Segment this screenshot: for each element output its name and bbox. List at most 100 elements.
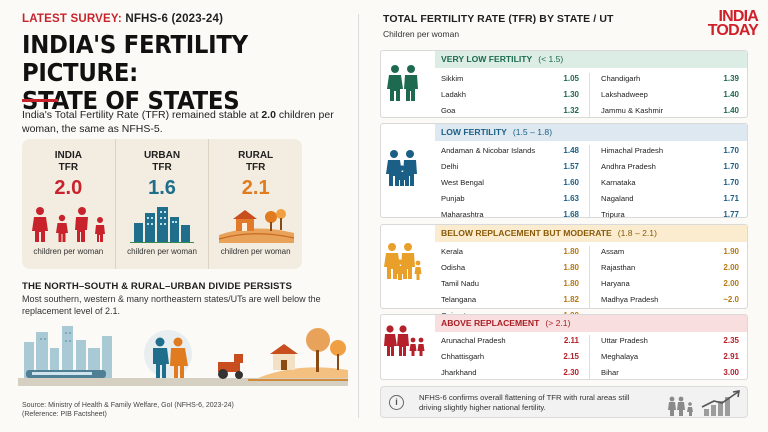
table-row: Odisha 1.80 bbox=[441, 260, 579, 276]
table-row: Nagaland 1.71 bbox=[601, 191, 739, 207]
table-row: Andhra Pradesh 1.70 bbox=[601, 159, 739, 175]
state-tfr-value: 2.15 bbox=[563, 352, 579, 361]
family-icon bbox=[381, 124, 425, 217]
intro-bold: 2.0 bbox=[261, 109, 276, 121]
table-row: Uttar Pradesh 2.35 bbox=[601, 333, 739, 349]
table-row: Delhi 1.57 bbox=[441, 159, 579, 175]
india-today-logo: INDIA TODAY bbox=[696, 8, 759, 39]
table-row: Bihar 3.00 bbox=[601, 365, 739, 381]
state-tfr-value: 1.80 bbox=[563, 279, 579, 288]
state-name: Lakshadweep bbox=[601, 90, 648, 99]
state-name: Tripura bbox=[601, 210, 625, 219]
table-row: Rajasthan 2.00 bbox=[601, 260, 739, 276]
table-row: Meghalaya 2.91 bbox=[601, 349, 739, 365]
panel-header: ABOVE REPLACEMENT (> 2.1) bbox=[435, 315, 747, 332]
rural-house-icon bbox=[209, 205, 302, 243]
table-row: Jammu & Kashmir 1.40 bbox=[601, 103, 739, 119]
tfr-rural-label-2: TFR bbox=[245, 162, 266, 173]
source-line-1: Source: Ministry of Health & Family Welf… bbox=[22, 402, 234, 409]
tfr-rural-unit: children per woman bbox=[220, 247, 291, 256]
state-name: Arunachal Pradesh bbox=[441, 336, 506, 345]
state-name: Maharashtra bbox=[441, 210, 484, 219]
state-tfr-value: 2.35 bbox=[723, 336, 739, 345]
summary-note: i NFHS-6 confirms overall flattening of … bbox=[380, 386, 748, 418]
panel-range: (1.8 – 2.1) bbox=[617, 228, 657, 238]
tfr-summary-card: INDIA TFR 2.0 children per woman URBAN TFR… bbox=[22, 139, 302, 269]
state-tfr-value: ~2.0 bbox=[723, 295, 739, 304]
state-tfr-value: 1.63 bbox=[563, 194, 579, 203]
logo-line-1: INDIA bbox=[718, 8, 758, 25]
state-name: Meghalaya bbox=[601, 352, 639, 361]
state-tfr-value: 2.00 bbox=[723, 263, 739, 272]
table-row: Kerala 1.80 bbox=[441, 244, 579, 260]
state-tfr-value: 1.70 bbox=[723, 162, 739, 171]
table-row: Himachal Pradesh 1.70 bbox=[601, 143, 739, 159]
title-underline bbox=[22, 99, 58, 102]
intro-post: children per woman, the same as NFHS-5. bbox=[22, 109, 334, 135]
tfr-india-label-1: INDIA bbox=[54, 150, 82, 161]
family-icon bbox=[381, 225, 425, 308]
table-row: Sikkim 1.05 bbox=[441, 71, 579, 87]
table-row: Maharashtra 1.68 bbox=[441, 207, 579, 223]
panel-above-replacement: ABOVE REPLACEMENT (> 2.1) Arunachal Prade… bbox=[380, 314, 748, 380]
panel-rows: Kerala 1.80 Odisha 1.80 Tamil Nadu 1.80 Telang… bbox=[441, 244, 741, 320]
state-tfr-value: 2.11 bbox=[563, 336, 579, 345]
state-tfr-value: 1.57 bbox=[563, 162, 579, 171]
source-line-2: (Reference: PIB Factsheet) bbox=[22, 411, 107, 418]
tfr-urban-label: URBAN TFR bbox=[116, 150, 209, 174]
page-title: INDIA'S FERTILITY PICTURE: STATE OF STAT… bbox=[22, 31, 348, 115]
state-name: Rajasthan bbox=[601, 263, 636, 272]
tfr-urban-value: 1.6 bbox=[148, 177, 176, 199]
panel-range: (> 2.1) bbox=[545, 318, 571, 328]
state-tfr-value: 1.48 bbox=[563, 146, 579, 155]
tfr-india-label-2: TFR bbox=[58, 162, 79, 173]
tfr-rural-value: 2.1 bbox=[241, 177, 270, 199]
table-row: Haryana 2.00 bbox=[601, 276, 739, 292]
panel-header: LOW FERTILITY (1.5 – 1.8) bbox=[435, 124, 747, 141]
state-name: Chhattisgarh bbox=[441, 352, 485, 361]
panel-col-left: Kerala 1.80 Odisha 1.80 Tamil Nadu 1.80 Telang… bbox=[441, 244, 579, 324]
panel-very-low-fertility: VERY LOW FERTILITY (< 1.5) Sikkim 1.05 Lada… bbox=[380, 50, 748, 118]
family-icon bbox=[381, 51, 425, 117]
state-tfr-value: 1.82 bbox=[563, 295, 579, 304]
table-row: Andaman & Nicobar Islands 1.48 bbox=[441, 143, 579, 159]
divide-heading: THE NORTH–SOUTH & RURAL–URBAN DIVIDE PER… bbox=[22, 281, 292, 292]
panel-rows: Sikkim 1.05 Ladakh 1.30 Goa 1.32 Chandigarh 1.… bbox=[441, 71, 741, 119]
panel-col-right: Chandigarh 1.39 Lakshadweep 1.40 Jammu & Kas… bbox=[601, 71, 739, 119]
family-icon bbox=[22, 205, 115, 243]
state-name: Kerala bbox=[441, 247, 463, 256]
tfr-india-value: 2.0 bbox=[54, 177, 83, 199]
panel-col-separator bbox=[589, 73, 590, 117]
info-icon: i bbox=[389, 395, 404, 410]
table-row: Tamil Nadu 1.80 bbox=[441, 276, 579, 292]
state-name: Jammu & Kashmir bbox=[601, 106, 664, 115]
table-row: Jharkhand 2.30 bbox=[441, 365, 579, 381]
state-name: Sikkim bbox=[441, 74, 464, 83]
panel-rows: Andaman & Nicobar Islands 1.48 Delhi 1.57 We… bbox=[441, 143, 741, 219]
kicker-source: NFHS-6 (2023-24) bbox=[121, 13, 224, 25]
panel-col-left: Andaman & Nicobar Islands 1.48 Delhi 1.57 We… bbox=[441, 143, 579, 223]
tfr-rural-label-1: RURAL bbox=[238, 150, 274, 161]
state-name: Odisha bbox=[441, 263, 466, 272]
state-tfr-value: 1.68 bbox=[563, 210, 579, 219]
tfr-urban-label-1: URBAN bbox=[143, 150, 181, 161]
survey-kicker: LATEST SURVEY: NFHS-6 (2023-24) bbox=[22, 13, 223, 25]
state-name: Ladakh bbox=[441, 90, 466, 99]
table-row: Telangana 1.82 bbox=[441, 292, 579, 308]
divide-text: Most southern, western & many northeaste… bbox=[22, 294, 321, 316]
urban-rural-scene-illustration bbox=[18, 318, 348, 386]
city-skyline-icon bbox=[116, 205, 209, 244]
title-line-2: STATE OF STATES bbox=[22, 86, 240, 115]
state-tfr-value: 1.40 bbox=[723, 106, 739, 115]
intro-text: India's Total Fertility Rate (TFR) remai… bbox=[22, 109, 342, 136]
column-divider bbox=[358, 14, 359, 418]
state-tfr-value: 1.80 bbox=[563, 247, 579, 256]
panel-range: (1.5 – 1.8) bbox=[512, 127, 553, 137]
state-name: Punjab bbox=[441, 194, 465, 203]
panel-low-fertility: LOW FERTILITY (1.5 – 1.8) Andaman & Nicob… bbox=[380, 123, 748, 219]
state-name: Nagaland bbox=[601, 194, 634, 203]
state-name: Telangana bbox=[441, 295, 477, 304]
table-row: West Bengal 1.60 bbox=[441, 175, 579, 191]
state-tfr-value: 2.00 bbox=[723, 279, 739, 288]
table-row: Tripura 1.77 bbox=[601, 207, 739, 223]
